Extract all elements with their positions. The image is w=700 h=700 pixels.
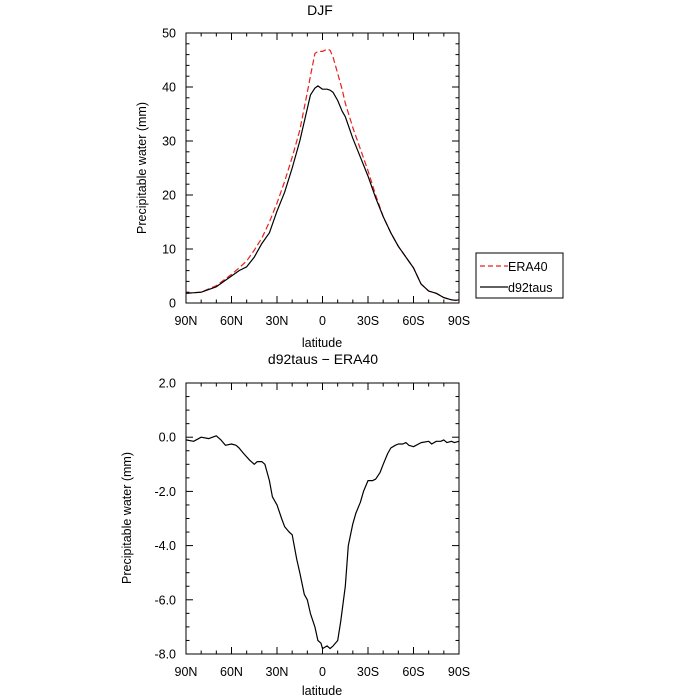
legend-label-era40: ERA40 xyxy=(508,260,548,274)
axis-ticks-djf xyxy=(185,32,460,304)
x-tick-label: 0 xyxy=(319,665,326,679)
y-tick-label: 30 xyxy=(162,135,176,149)
series-line-d92taus xyxy=(185,85,460,301)
y-tick-label: 40 xyxy=(162,81,176,95)
y-tick-label: 2.0 xyxy=(159,377,176,391)
y-tick-labels-difference: 2.0 0.0 -2.0 -4.0 -6.0 -8.0 xyxy=(154,377,176,662)
x-tick-labels-difference: 90N 60N 30N 0 30S 60S 90S xyxy=(175,665,471,679)
legend-box xyxy=(475,252,564,299)
y-tick-label: 10 xyxy=(162,243,176,257)
x-tick-labels-djf: 90N 60N 30N 0 30S 60S 90S xyxy=(175,314,471,328)
y-tick-label: -2.0 xyxy=(154,485,176,499)
y-tick-label: -8.0 xyxy=(154,648,176,662)
x-tick-label: 90N xyxy=(175,665,198,679)
x-tick-label: 0 xyxy=(319,314,326,328)
chart-title-djf: DJF xyxy=(307,2,333,18)
x-tick-label: 60S xyxy=(402,314,424,328)
y-tick-label: 0.0 xyxy=(159,431,176,445)
y-tick-label: 50 xyxy=(162,27,176,41)
chart-djf: DJF 90N 60N 30N 0 30S 60S 90S 0 10 20 30 40 50 lati… xyxy=(135,2,564,350)
x-tick-label: 90S xyxy=(448,665,470,679)
y-tick-label: 0 xyxy=(169,297,176,311)
series-lines-difference xyxy=(185,435,460,650)
x-tick-label: 30S xyxy=(357,665,379,679)
x-tick-label: 30S xyxy=(357,314,379,328)
series-lines-djf xyxy=(185,48,460,301)
x-tick-label: 90N xyxy=(175,314,198,328)
x-tick-label: 60S xyxy=(402,665,424,679)
plot-frame-djf xyxy=(185,32,460,304)
x-tick-label: 30N xyxy=(266,665,289,679)
series-line-era40 xyxy=(185,48,460,301)
legend-label-d92taus: d92taus xyxy=(508,281,552,295)
y-tick-label: 20 xyxy=(162,189,176,203)
x-tick-label: 30N xyxy=(266,314,289,328)
y-tick-labels-djf: 0 10 20 30 40 50 xyxy=(162,27,176,311)
x-axis-label-djf: latitude xyxy=(302,336,342,350)
x-tick-label: 60N xyxy=(220,665,243,679)
chart-difference: d92taus − ERA40 90N 60N 30N 0 30S 60S 90S 2.0 0… xyxy=(120,351,470,698)
y-axis-label-djf: Precipitable water (mm) xyxy=(135,102,149,234)
axis-ticks-difference xyxy=(185,382,460,655)
x-tick-label: 60N xyxy=(220,314,243,328)
legend: ERA40 d92taus xyxy=(475,252,564,299)
chart-title-difference: d92taus − ERA40 xyxy=(268,351,378,367)
x-axis-label-difference: latitude xyxy=(302,684,342,698)
y-tick-label: -4.0 xyxy=(154,539,176,553)
y-axis-label-difference: Precipitable water (mm) xyxy=(120,452,134,584)
y-tick-label: -6.0 xyxy=(154,593,176,607)
plot-frame-difference xyxy=(185,382,460,655)
series-line-difference xyxy=(185,435,460,650)
x-tick-label: 90S xyxy=(448,314,470,328)
